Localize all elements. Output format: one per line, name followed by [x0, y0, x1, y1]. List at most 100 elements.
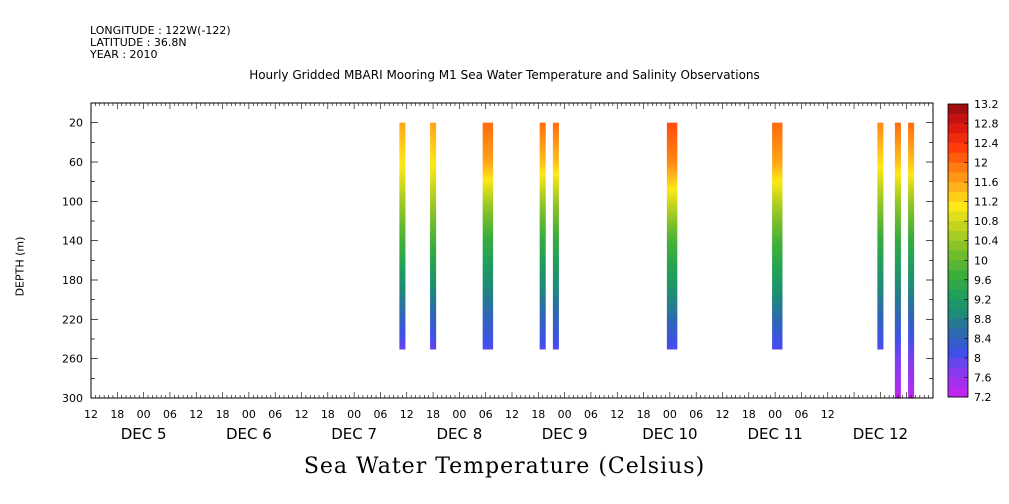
- latitude-label: LATITUDE : 36.8N: [90, 36, 187, 49]
- x-day-label: DEC 10: [642, 425, 697, 443]
- y-tick-label: 220: [62, 313, 83, 326]
- x-tick-label: 18: [637, 408, 651, 421]
- colorbar-label: 13.2: [974, 98, 999, 111]
- colorbar-bin: [948, 201, 968, 212]
- colorbar-label: 10.8: [974, 215, 999, 228]
- colorbar-bin: [948, 367, 968, 378]
- temperature-profile: [671, 122, 678, 350]
- x-tick-label: 18: [426, 408, 440, 421]
- x-tick-label: 06: [584, 408, 598, 421]
- y-tick-label: 300: [62, 392, 83, 405]
- x-tick-label: 12: [505, 408, 519, 421]
- colorbar-bin: [948, 387, 968, 398]
- colorbar-bin: [948, 191, 968, 203]
- x-tick-label: 18: [742, 408, 756, 421]
- colorbar-bin: [948, 123, 968, 134]
- x-tick-label: 12: [716, 408, 730, 421]
- colorbar-label: 8: [974, 352, 981, 365]
- temperature-profile: [877, 122, 884, 350]
- y-tick-label: 180: [62, 274, 83, 287]
- colorbar-bin: [948, 211, 968, 222]
- colorbar-bin: [948, 143, 968, 154]
- x-tick-label: 18: [216, 408, 230, 421]
- colorbar-bin: [948, 338, 968, 349]
- x-tick-label: 18: [321, 408, 335, 421]
- x-tick-label: 12: [295, 408, 309, 421]
- y-tick-label: 100: [62, 195, 83, 208]
- x-day-label: DEC 8: [436, 425, 482, 443]
- temperature-profile: [666, 122, 673, 350]
- colorbar-bin: [948, 328, 968, 339]
- colorbar-bin: [948, 221, 968, 232]
- temperature-profile: [772, 122, 779, 350]
- colorbar-bin: [948, 182, 968, 193]
- x-tick-label: 06: [689, 408, 703, 421]
- colorbar-bin: [948, 162, 968, 173]
- x-tick-label: 06: [163, 408, 177, 421]
- x-tick-label: 00: [452, 408, 466, 421]
- colorbar-label: 7.6: [974, 371, 992, 384]
- temperature-profile: [776, 122, 783, 350]
- x-day-label: DEC 9: [542, 425, 588, 443]
- x-tick-label: 12: [610, 408, 624, 421]
- colorbar-label: 11.6: [974, 176, 999, 189]
- x-tick-label: 12: [821, 408, 835, 421]
- x-tick-label: 00: [242, 408, 256, 421]
- colorbar-label: 8.8: [974, 313, 992, 326]
- colorbar-bin: [948, 250, 968, 261]
- colorbar-label: 7.2: [974, 391, 992, 404]
- x-day-label: DEC 6: [226, 425, 272, 443]
- x-tick-label: 12: [189, 408, 203, 421]
- x-tick-label: 00: [768, 408, 782, 421]
- colorbar-bin: [948, 270, 968, 281]
- x-tick-label: 06: [373, 408, 387, 421]
- temperature-profile: [539, 122, 546, 350]
- colorbar-bin: [948, 172, 968, 183]
- colorbar-label: 9.2: [974, 293, 992, 306]
- colorbar-label: 11.2: [974, 196, 999, 209]
- x-day-label: DEC 7: [331, 425, 377, 443]
- x-tick-label: 12: [84, 408, 98, 421]
- colorbar-label: 12: [974, 157, 988, 170]
- plot-frame: [90, 102, 934, 399]
- temperature-profile: [482, 122, 489, 350]
- x-tick-label: 06: [794, 408, 808, 421]
- colorbar-label: 8.4: [974, 332, 992, 345]
- colorbar-title: Sea Water Temperature (Celsius): [303, 454, 706, 479]
- longitude-label: LONGITUDE : 122W(-122): [90, 24, 231, 37]
- x-tick-label: 18: [531, 408, 545, 421]
- chart-title: Hourly Gridded MBARI Mooring M1 Sea Wate…: [249, 68, 760, 82]
- temperature-profile: [894, 122, 901, 399]
- colorbar-bin: [948, 152, 968, 163]
- x-day-label: DEC 5: [121, 425, 167, 443]
- colorbar-bin: [948, 309, 968, 320]
- x-tick-label: 12: [400, 408, 414, 421]
- colorbar-frame: [947, 103, 969, 398]
- x-tick-label: 06: [479, 408, 493, 421]
- x-day-label: DEC 12: [853, 425, 908, 443]
- colorbar-label: 10: [974, 254, 988, 267]
- colorbar-label: 9.6: [974, 274, 992, 287]
- x-tick-label: 18: [110, 408, 124, 421]
- y-tick-label: 260: [62, 353, 83, 366]
- colorbar-bin: [948, 357, 968, 369]
- temperature-profile: [487, 122, 494, 350]
- temperature-profile: [908, 122, 915, 399]
- colorbar-label: 12.8: [974, 118, 999, 131]
- colorbar-bin: [948, 240, 968, 251]
- colorbar-bin: [948, 133, 968, 144]
- colorbar-bin: [948, 260, 968, 271]
- year-label: YEAR : 2010: [90, 48, 158, 61]
- temperature-profile: [552, 122, 559, 350]
- colorbar-label: 12.4: [974, 137, 999, 150]
- colorbar-bin: [948, 289, 968, 300]
- x-tick-label: 06: [268, 408, 282, 421]
- y-tick-label: 60: [69, 156, 83, 169]
- colorbar-bin: [948, 318, 968, 330]
- colorbar-bin: [948, 230, 968, 242]
- colorbar-label: 10.4: [974, 235, 999, 248]
- colorbar-bin: [948, 104, 968, 115]
- y-tick-label: 20: [69, 117, 83, 130]
- colorbar-bin: [948, 377, 968, 388]
